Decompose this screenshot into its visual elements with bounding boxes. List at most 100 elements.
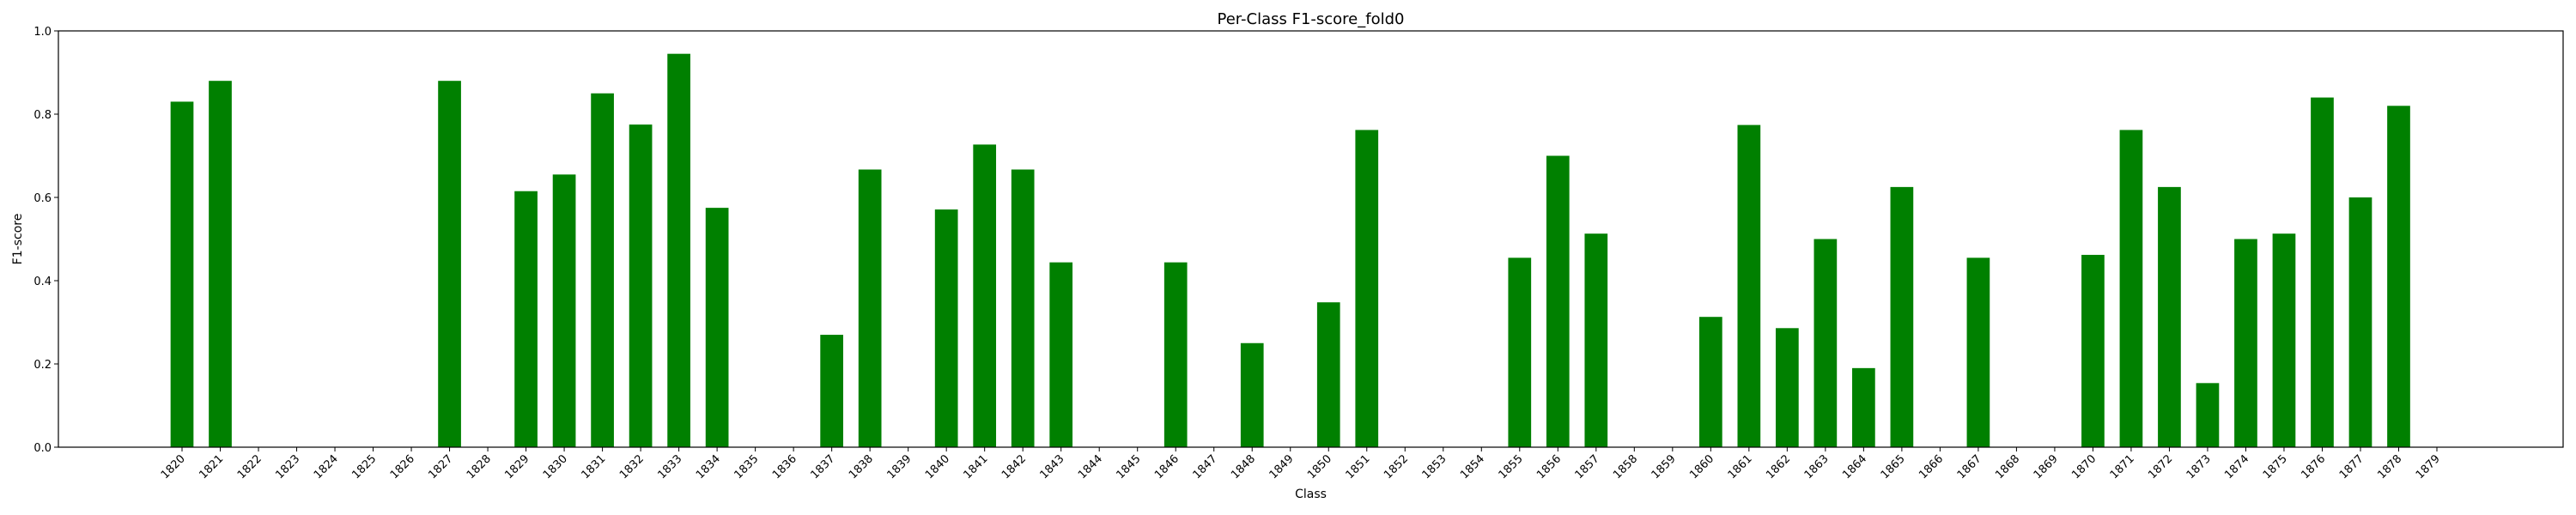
x-tick-label: 1848 bbox=[1229, 452, 1258, 482]
x-tick-label: 1830 bbox=[541, 452, 570, 482]
x-tick-label: 1835 bbox=[732, 452, 761, 482]
x-tick-label: 1871 bbox=[2108, 452, 2137, 482]
bar-1856 bbox=[1546, 155, 1570, 447]
y-tick-label: 0.4 bbox=[33, 276, 52, 288]
x-tick-label: 1832 bbox=[617, 452, 647, 482]
bar-1873 bbox=[2196, 383, 2220, 447]
x-tick-label: 1876 bbox=[2299, 452, 2328, 482]
bar-1848 bbox=[1240, 342, 1264, 447]
bar-1876 bbox=[2311, 97, 2334, 447]
x-tick-label: 1839 bbox=[884, 452, 914, 482]
x-tick-label: 1824 bbox=[312, 452, 341, 482]
bar-1837 bbox=[820, 335, 843, 447]
bar-1820 bbox=[170, 101, 194, 447]
bar-1846 bbox=[1163, 262, 1188, 447]
bar-1872 bbox=[2158, 186, 2181, 447]
x-tick-label: 1860 bbox=[1687, 452, 1716, 482]
x-tick-label: 1846 bbox=[1152, 452, 1182, 482]
x-tick-label: 1831 bbox=[579, 452, 608, 482]
x-tick-label: 1833 bbox=[655, 452, 684, 482]
bar-1830 bbox=[552, 174, 576, 447]
x-tick-label: 1852 bbox=[1382, 452, 1411, 482]
x-tick-label: 1864 bbox=[1840, 452, 1869, 482]
x-tick-label: 1862 bbox=[1764, 452, 1793, 482]
x-tick-label: 1878 bbox=[2375, 452, 2404, 482]
x-tick-label: 1842 bbox=[999, 452, 1029, 482]
chart-title: Per-Class F1-score_fold0 bbox=[1217, 10, 1404, 28]
bar-1862 bbox=[1776, 328, 1799, 447]
x-tick-label: 1858 bbox=[1611, 452, 1640, 482]
bar-1833 bbox=[667, 53, 690, 448]
x-tick-label: 1821 bbox=[197, 452, 226, 482]
plot-frame bbox=[58, 30, 2564, 448]
bar-1877 bbox=[2348, 197, 2372, 447]
x-tick-label: 1827 bbox=[426, 452, 455, 482]
bar-1865 bbox=[1890, 186, 1914, 447]
x-tick-label: 1859 bbox=[1649, 452, 1679, 482]
x-tick-label: 1865 bbox=[1879, 452, 1908, 482]
bars-group bbox=[170, 53, 2410, 448]
x-tick-label: 1853 bbox=[1420, 452, 1449, 482]
x-tick-label: 1874 bbox=[2222, 452, 2251, 482]
bar-1878 bbox=[2387, 106, 2410, 448]
x-tick-label: 1869 bbox=[2032, 452, 2061, 482]
bar-1874 bbox=[2234, 239, 2257, 447]
bar-1834 bbox=[705, 208, 729, 447]
bar-1841 bbox=[973, 144, 997, 447]
bar-1843 bbox=[1049, 262, 1073, 447]
x-tick-label: 1879 bbox=[2414, 452, 2443, 482]
bar-1831 bbox=[591, 93, 614, 447]
x-tick-label: 1828 bbox=[465, 452, 494, 482]
x-tick-label: 1845 bbox=[1115, 452, 1144, 482]
bar-1860 bbox=[1698, 317, 1722, 447]
bar-1875 bbox=[2272, 233, 2296, 447]
x-tick-label: 1834 bbox=[694, 452, 723, 482]
y-axis: 0.0 0.2 0.4 0.6 0.8 1.0 bbox=[33, 26, 58, 455]
x-tick-label: 1849 bbox=[1267, 452, 1297, 482]
x-tick-label: 1840 bbox=[923, 452, 952, 482]
bar-1871 bbox=[2119, 130, 2143, 447]
bar-1867 bbox=[1966, 258, 1990, 447]
bar-1864 bbox=[1852, 367, 1875, 447]
x-tick-label: 1822 bbox=[235, 452, 264, 482]
x-tick-label: 1863 bbox=[1802, 452, 1832, 482]
y-axis-label: F1-score bbox=[11, 214, 25, 265]
x-tick-label: 1857 bbox=[1573, 452, 1602, 482]
x-tick-label: 1847 bbox=[1191, 452, 1220, 482]
x-axis-label: Class bbox=[1295, 488, 1327, 501]
x-tick-label: 1826 bbox=[388, 452, 417, 482]
bar-1863 bbox=[1814, 239, 1838, 447]
x-tick-label: 1854 bbox=[1458, 452, 1487, 482]
x-tick-label: 1861 bbox=[1726, 452, 1755, 482]
x-tick-label: 1829 bbox=[502, 452, 532, 482]
bar-1870 bbox=[2081, 254, 2105, 447]
x-axis: 1820 1821 1822 1823 1824 1825 1826 1827 1828 1829… bbox=[159, 447, 2443, 482]
x-tick-label: 1851 bbox=[1344, 452, 1373, 482]
x-tick-label: 1872 bbox=[2146, 452, 2175, 482]
bar-1857 bbox=[1584, 233, 1608, 447]
bar-1861 bbox=[1737, 124, 1761, 448]
y-tick-label: 0.8 bbox=[33, 109, 52, 122]
x-tick-label: 1855 bbox=[1497, 452, 1526, 482]
bar-1850 bbox=[1316, 302, 1340, 447]
x-tick-label: 1856 bbox=[1534, 452, 1564, 482]
x-tick-label: 1870 bbox=[2069, 452, 2099, 482]
bar-1838 bbox=[858, 169, 882, 447]
x-tick-label: 1868 bbox=[1993, 452, 2022, 482]
x-tick-label: 1875 bbox=[2261, 452, 2290, 482]
x-tick-label: 1844 bbox=[1076, 452, 1105, 482]
bar-1832 bbox=[629, 124, 653, 447]
x-tick-label: 1825 bbox=[349, 452, 379, 482]
x-tick-label: 1823 bbox=[273, 452, 302, 482]
bar-1821 bbox=[209, 81, 232, 447]
x-tick-label: 1873 bbox=[2184, 452, 2214, 482]
x-tick-label: 1838 bbox=[847, 452, 876, 482]
x-tick-label: 1843 bbox=[1038, 452, 1067, 482]
bar-1842 bbox=[1011, 169, 1035, 447]
x-tick-label: 1836 bbox=[770, 452, 799, 482]
y-tick-label: 0.2 bbox=[33, 359, 52, 372]
bar-1829 bbox=[514, 191, 538, 447]
x-tick-label: 1837 bbox=[808, 452, 837, 482]
y-tick-label: 1.0 bbox=[33, 26, 52, 39]
